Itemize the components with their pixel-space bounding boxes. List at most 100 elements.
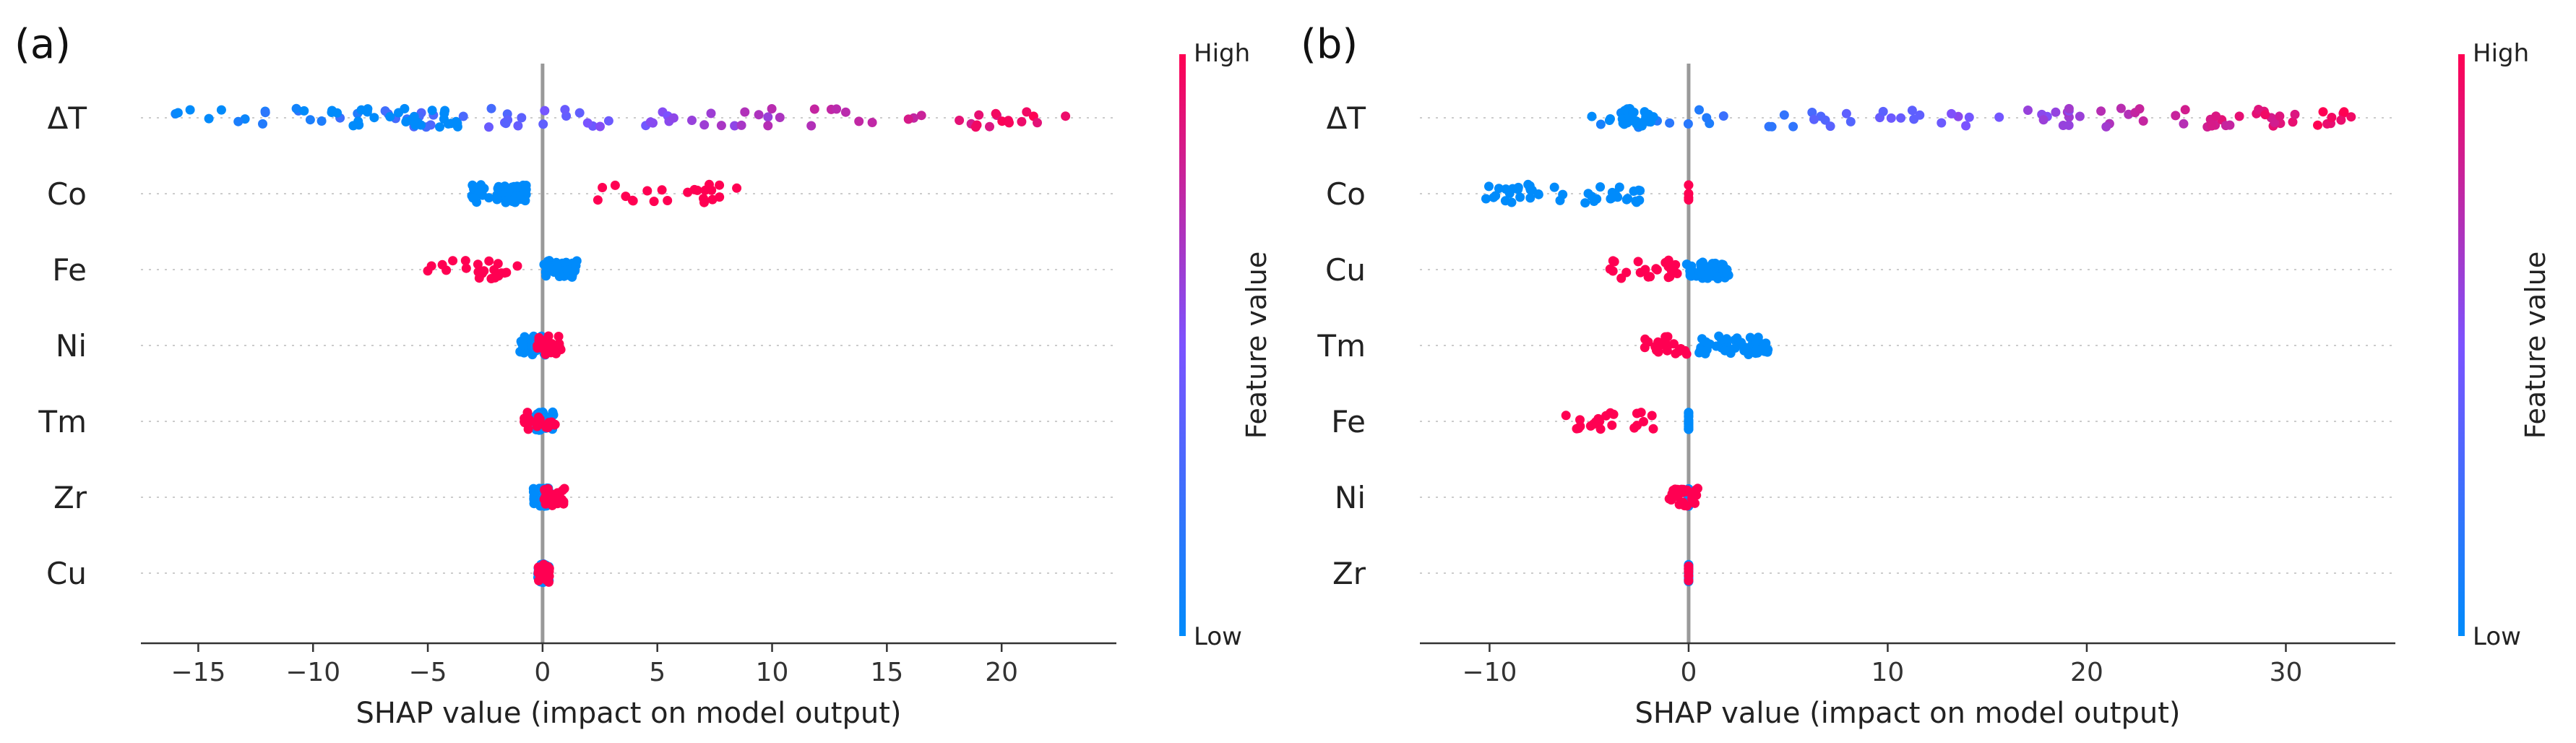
shap-dot [409, 111, 419, 121]
shap-dot [1907, 106, 1917, 116]
panel-a-colorbar-gradient [1179, 54, 1186, 636]
feature-label: Cu [1325, 252, 1366, 288]
panel-a-colorbar-low: Low [1194, 622, 1242, 651]
shap-dot [1632, 421, 1642, 431]
shap-dot [1621, 267, 1632, 278]
shap-dot [1640, 265, 1650, 275]
shap-dot [1619, 119, 1629, 129]
shap-dot [1841, 108, 1851, 119]
shap-dot [173, 108, 183, 118]
shap-dot [2290, 109, 2300, 119]
shap-dot [649, 197, 659, 207]
feature-label: Tm [1317, 328, 1366, 364]
shap-dot [1527, 185, 1537, 195]
shap-dot [955, 116, 965, 125]
shap-dot [451, 116, 461, 126]
shap-dot [1722, 268, 1732, 278]
shap-dot [258, 119, 267, 129]
shap-dot [2138, 116, 2148, 126]
feature-label: Cu [46, 556, 87, 591]
shap-dot [1572, 424, 1582, 434]
shap-dot [1595, 119, 1606, 129]
shap-dot [443, 119, 453, 129]
shap-dot [540, 492, 550, 502]
shap-dot [657, 185, 667, 195]
shap-dot [369, 113, 379, 123]
shap-dot [1549, 182, 1559, 192]
shap-dot [541, 271, 551, 281]
shap-dot [716, 121, 726, 131]
shap-dot [1759, 346, 1770, 356]
shap-dot [440, 106, 450, 116]
shap-dot [767, 104, 777, 113]
shap-dot [2327, 113, 2337, 122]
shap-dot [435, 122, 444, 132]
shap-dot [740, 107, 750, 117]
shap-dot [1515, 192, 1525, 202]
shap-dot [473, 267, 483, 277]
feature-label: Co [47, 176, 87, 212]
shap-dot [1640, 116, 1650, 126]
shap-dot [2254, 105, 2264, 114]
shap-dot [2051, 107, 2061, 117]
shap-dot [1694, 105, 1704, 115]
shap-dot [1494, 184, 1504, 194]
shap-dot [1608, 266, 1618, 276]
shap-dot [468, 193, 478, 203]
shap-dot [537, 566, 547, 576]
shap-dot [1667, 489, 1677, 499]
feature-label: Fe [52, 252, 87, 288]
shap-dot [1558, 189, 1568, 199]
shap-dot [2346, 112, 2356, 122]
shap-dot [1809, 114, 1819, 124]
shap-dot [1660, 335, 1671, 345]
x-tick-label: −10 [285, 658, 340, 687]
shap-dot [1614, 182, 1624, 192]
shap-dot [519, 348, 529, 358]
panel-b-x-axis-label: SHAP value (impact on model output) [1635, 697, 2181, 730]
shap-dot [699, 120, 710, 130]
panel-b-colorbar: High Low Feature value [2458, 39, 2551, 651]
shap-dot [1896, 113, 1906, 123]
shap-dot [494, 181, 504, 192]
feature-label: Zr [1332, 556, 1366, 591]
shap-dot [473, 259, 483, 270]
shap-dot [2339, 107, 2349, 117]
shap-dot [2179, 119, 2189, 129]
shap-dot [2288, 117, 2298, 127]
shap-dot [1629, 107, 1639, 117]
shap-dot [525, 417, 535, 427]
shap-dot [553, 332, 564, 341]
shap-dot [448, 256, 458, 266]
shap-dot [1632, 119, 1642, 129]
shap-dot [1684, 571, 1694, 581]
shap-dot [426, 261, 436, 271]
shap-dot [1679, 501, 1689, 511]
shap-dot [1606, 408, 1616, 418]
shap-dot [1525, 193, 1535, 203]
shap-dot [706, 108, 716, 119]
shap-dot [185, 105, 195, 115]
shap-dot [1700, 348, 1710, 358]
panel-b-colorbar-title: Feature value [2520, 252, 2551, 439]
shap-dot [1611, 191, 1621, 201]
shap-dot [1845, 116, 1856, 126]
shap-dot [1595, 182, 1606, 192]
shap-dot [561, 257, 571, 267]
shap-dot [1651, 264, 1661, 274]
shap-dot [512, 183, 522, 192]
panel-a: (a) ΔT Co Fe Ni Tm Zr Cu −15 −10 −5 0 5 10 15 20 SHAP… [14, 21, 1272, 730]
x-tick-label: −15 [171, 658, 225, 687]
shap-dot [522, 408, 533, 418]
shap-dot [970, 122, 981, 132]
shap-dot [535, 336, 546, 346]
shap-dot [707, 194, 718, 205]
shap-dot [551, 348, 561, 358]
shap-dot [763, 121, 773, 131]
shap-dot [1022, 107, 1032, 117]
panel-a-colorbar: High Low Feature value [1179, 39, 1272, 651]
shap-dot [1645, 272, 1655, 282]
shap-dot [916, 111, 926, 121]
shap-dot [385, 112, 395, 121]
